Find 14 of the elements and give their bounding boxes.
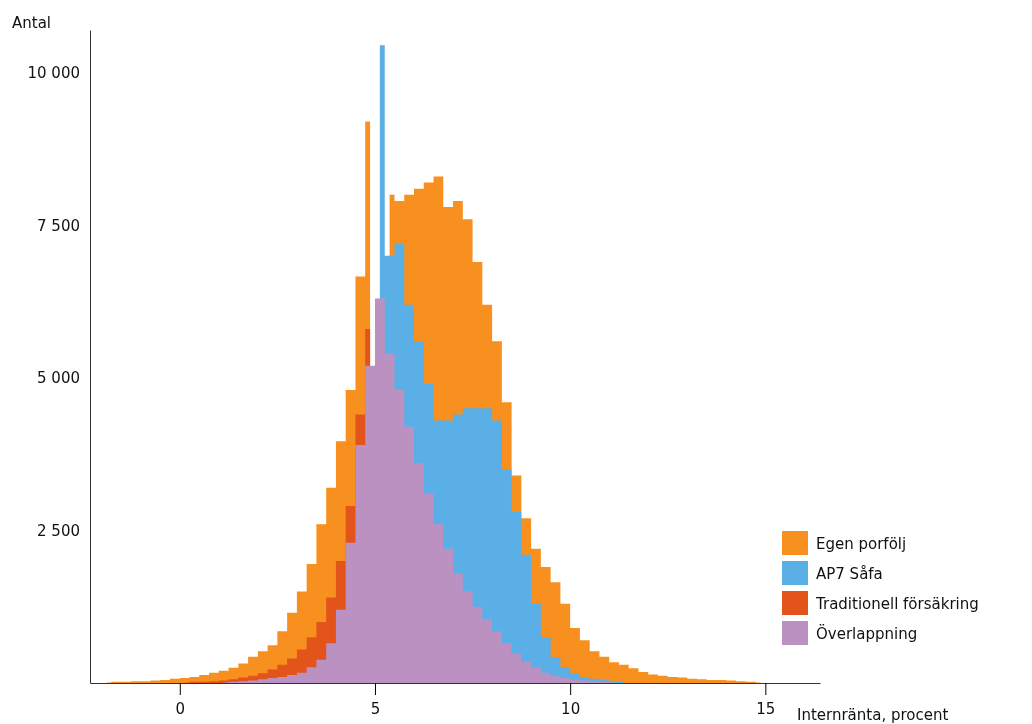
y-tick-label: 7 500: [37, 216, 80, 235]
y-tick-label: 2 500: [37, 521, 80, 540]
x-tick-label: 5: [370, 699, 381, 718]
x-tick-label: 10: [561, 699, 581, 718]
y-axis-title: Antal: [12, 14, 52, 32]
legend-label: Egen porfölj: [816, 535, 907, 553]
x-tick-label: 15: [756, 699, 776, 718]
y-tick-label: 10 000: [27, 64, 80, 83]
x-tick-label: 0: [175, 699, 186, 718]
x-axis-title: Internränta, procent: [797, 706, 949, 724]
legend-label: Överlappning: [816, 624, 918, 643]
y-tick-label: 5 000: [37, 369, 80, 388]
legend-label: AP7 Såfa: [816, 565, 883, 583]
legend-label: Traditionell försäkring: [815, 595, 979, 613]
